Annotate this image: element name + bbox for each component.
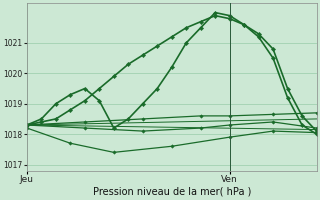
X-axis label: Pression niveau de la mer( hPa ): Pression niveau de la mer( hPa ) xyxy=(92,187,251,197)
